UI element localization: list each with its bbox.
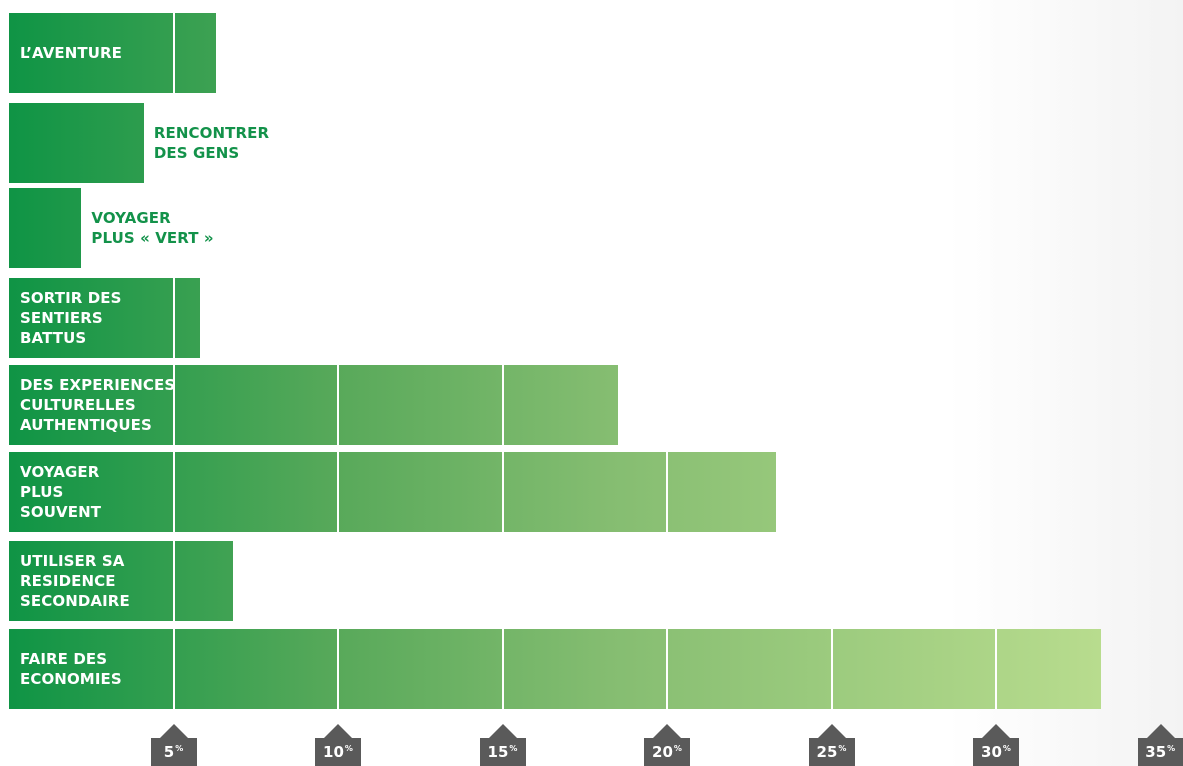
bar-label: RENCONTRER DES GENS [153, 124, 270, 162]
bar-divider [337, 365, 339, 445]
tick-marker [488, 724, 517, 738]
tick-marker [653, 724, 681, 738]
bar-row: VOYAGER PLUS SOUVENT [0, 452, 1183, 532]
bar-divider [666, 452, 668, 532]
bar [9, 541, 233, 621]
bar-divider [337, 629, 339, 709]
bar [9, 629, 1102, 709]
tick-label: 5% [150, 738, 197, 766]
bar-divider [501, 629, 504, 709]
bar [9, 452, 776, 532]
bar-label: DES EXPERIENCES CULTURELLES AUTHENTIQUES [20, 376, 176, 434]
tick-unit: % [838, 743, 847, 753]
bar-row: VOYAGER PLUS « VERT » [0, 188, 1183, 268]
tick-value: 35 [1145, 743, 1167, 761]
bar-label: SORTIR DES SENTIERS BATTUS [20, 289, 122, 347]
tick-marker [1146, 724, 1175, 738]
bar-row: L’AVENTURE [0, 13, 1183, 93]
bar-divider [666, 629, 668, 709]
bar-row: DES EXPERIENCES CULTURELLES AUTHENTIQUES [0, 365, 1183, 445]
bar-divider [830, 629, 833, 709]
tick-marker [817, 724, 846, 738]
tick-unit: % [509, 743, 518, 753]
tick-unit: % [344, 743, 353, 753]
bar-row: RENCONTRER DES GENS [0, 103, 1183, 183]
tick-value: 20 [652, 743, 673, 761]
tick-label: 30% [973, 738, 1019, 766]
bar-label: FAIRE DES ECONOMIES [20, 650, 122, 688]
bar-label: VOYAGER PLUS « VERT » [91, 209, 214, 247]
bar [9, 188, 82, 268]
bar-divider [172, 629, 175, 709]
bar-divider [172, 278, 175, 358]
bar [9, 278, 200, 358]
tick-marker [324, 724, 352, 738]
tick-value: 10 [323, 743, 344, 761]
tick-value: 25 [816, 743, 838, 761]
bar-divider [501, 452, 504, 532]
bar-divider [337, 452, 339, 532]
bar-row: UTILISER SA RESIDENCE SECONDAIRE [0, 541, 1183, 621]
tick-marker [982, 724, 1010, 738]
bar-divider [501, 365, 504, 445]
tick-value: 30 [981, 743, 1002, 761]
tick-label: 25% [808, 738, 855, 766]
tick-value: 15 [487, 743, 509, 761]
bar-label: L’AVENTURE [20, 44, 123, 62]
tick-label: 10% [315, 738, 361, 766]
bar-label: VOYAGER PLUS SOUVENT [20, 463, 102, 521]
bar-divider [995, 629, 997, 709]
bar-divider [172, 452, 175, 532]
bar-divider [172, 13, 175, 93]
tick-unit: % [1167, 743, 1176, 753]
tick-marker [159, 724, 188, 738]
bar-divider [172, 541, 175, 621]
tick-label: 15% [479, 738, 526, 766]
bar-divider [172, 365, 175, 445]
tick-unit: % [673, 743, 682, 753]
bar-row: FAIRE DES ECONOMIES [0, 629, 1183, 709]
tick-value: 5 [163, 743, 175, 761]
bar-row: SORTIR DES SENTIERS BATTUS [0, 278, 1183, 358]
tick-label: 20% [644, 738, 690, 766]
tick-unit: % [175, 743, 184, 753]
tick-unit: % [1002, 743, 1011, 753]
tick-label: 35% [1137, 738, 1183, 766]
bar-label: UTILISER SA RESIDENCE SECONDAIRE [20, 552, 130, 610]
bar [9, 365, 618, 445]
bar [9, 103, 144, 183]
bar [9, 13, 217, 93]
